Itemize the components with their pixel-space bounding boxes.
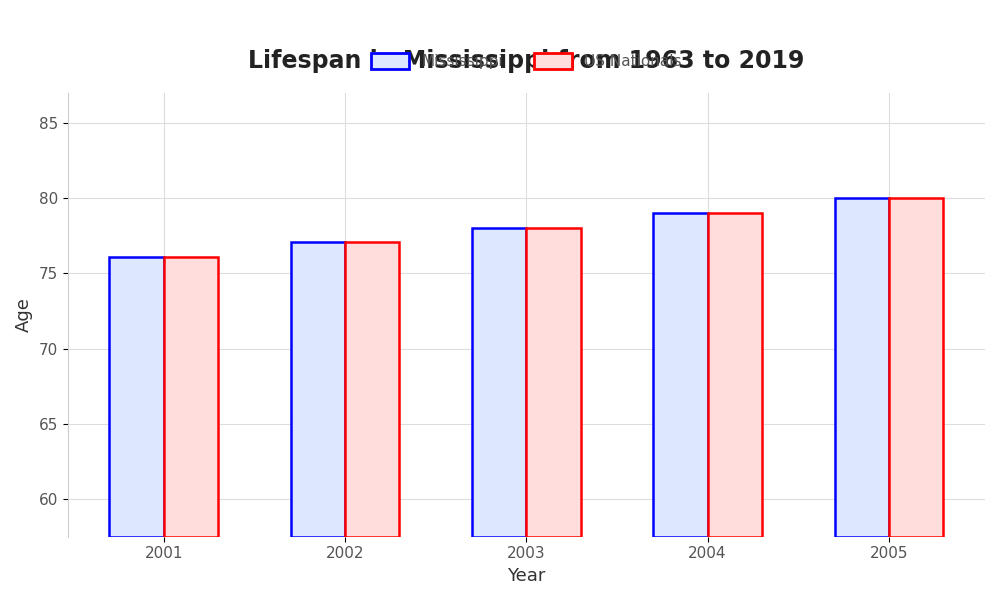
Bar — [291, 242, 345, 537]
Bar — [345, 242, 399, 537]
Bar — [653, 213, 708, 537]
Bar — [472, 228, 526, 537]
Bar — [708, 213, 762, 537]
X-axis label: Year: Year — [507, 567, 546, 585]
Y-axis label: Age: Age — [15, 298, 33, 332]
Bar — [526, 228, 581, 537]
Legend: Mississippi, US Nationals: Mississippi, US Nationals — [365, 47, 688, 76]
Bar — [835, 198, 889, 537]
Bar — [109, 257, 164, 537]
Title: Lifespan in Mississippi from 1963 to 2019: Lifespan in Mississippi from 1963 to 201… — [248, 49, 805, 73]
Bar — [164, 257, 218, 537]
Bar — [889, 198, 943, 537]
